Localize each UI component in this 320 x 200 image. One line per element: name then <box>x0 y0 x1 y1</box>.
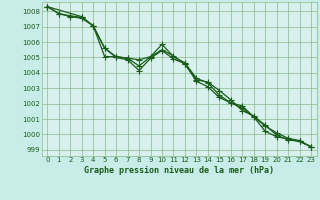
X-axis label: Graphe pression niveau de la mer (hPa): Graphe pression niveau de la mer (hPa) <box>84 166 274 175</box>
